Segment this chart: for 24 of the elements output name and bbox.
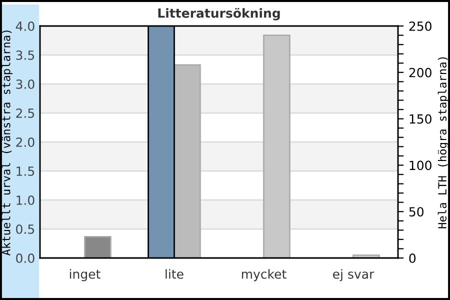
y-tick-label: 2.5 [16,108,34,118]
y-tick-label: 4.0 [16,21,34,31]
bar [263,34,290,258]
y2-tick-label: 0 [409,253,416,263]
x-tick-label: mycket [242,269,286,282]
y-tick-label: 0.5 [16,224,34,234]
y-tick-label: 1.0 [16,195,34,205]
x-tick-label: ej svar [333,269,374,282]
y2-axis-title: Hela LTH (högra staplarna) [438,57,449,228]
y2-tick-label: 150 [410,114,432,124]
y2-tick-label: 50 [409,207,424,217]
y-axis-title: Aktuellt urval (vänstra staplarna) [2,30,12,256]
x-tick-label: lite [166,269,184,279]
y2-tick-label: 200 [409,68,432,78]
y2-tick-label: 250 [409,21,432,31]
y-tick-label: 1.5 [16,166,34,176]
y-tick-label: 3.0 [16,79,34,89]
y2-tick-label: 100 [410,160,432,170]
chart-title: Litteratursökning [158,8,280,20]
y-tick-label: 2.0 [16,137,34,147]
y-tick-label: 0.0 [16,253,34,263]
bar [84,236,112,258]
x-tick-label: inget [70,269,100,282]
y-tick-label: 3.5 [16,50,34,60]
